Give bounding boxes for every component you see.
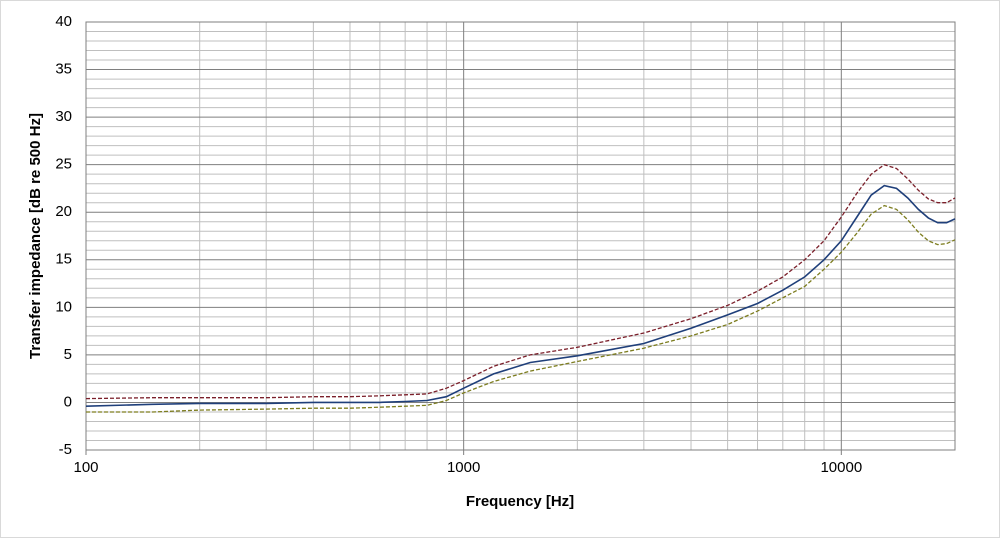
data-line — [85, 163, 956, 400]
y-tick-label: 40 — [55, 13, 72, 30]
y-tick-label: 30 — [55, 108, 72, 125]
x-tick-label: 1000 — [447, 459, 480, 476]
data-line — [85, 184, 956, 407]
y-tick-label: 5 — [64, 346, 72, 363]
x-tick-label: 10000 — [820, 459, 862, 476]
y-tick-label: 35 — [55, 61, 72, 78]
data-line — [86, 204, 956, 413]
y-tick-label: -5 — [59, 441, 72, 458]
y-tick-label: 0 — [64, 393, 72, 410]
y-axis-title: Transfer impedance [dB re 500 Hz] — [27, 113, 44, 359]
y-tick-label: 15 — [55, 251, 72, 268]
y-tick-label: 20 — [55, 203, 72, 220]
x-tick-label: 100 — [73, 459, 98, 476]
plot-frame — [85, 21, 956, 451]
x-axis-title: Frequency [Hz] — [466, 493, 574, 510]
y-tick-label: 10 — [55, 298, 72, 315]
y-tick-label: 25 — [55, 156, 72, 173]
